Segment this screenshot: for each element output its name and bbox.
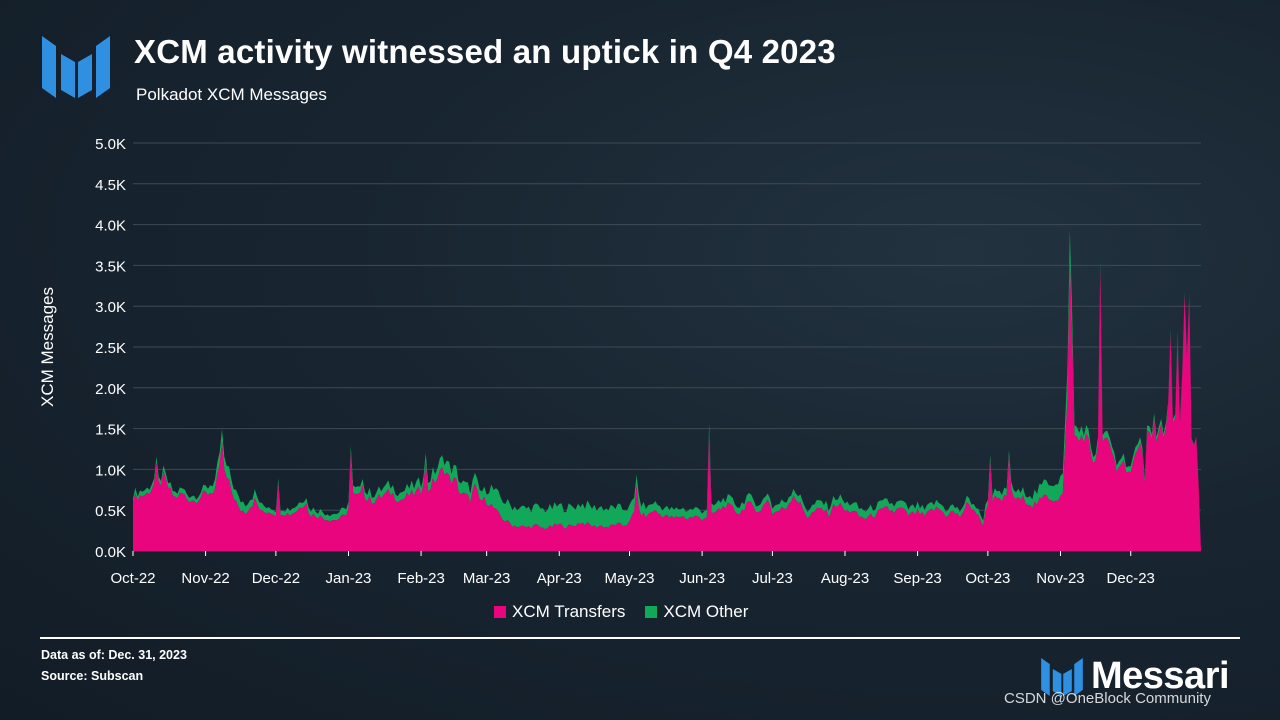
y-tick-label: 4.5K <box>95 177 126 194</box>
chart-title: XCM activity witnessed an uptick in Q4 2… <box>134 33 836 70</box>
x-tick-label: Sep-23 <box>893 570 941 587</box>
y-tick-label: 3.5K <box>95 258 126 275</box>
y-tick-label: 4.0K <box>95 218 126 235</box>
y-tick-label: 1.0K <box>95 462 126 479</box>
legend-item-transfers: XCM Transfers <box>494 602 625 622</box>
area-chart: 0.0K 0.5K 1.0K 1.5K 2.0K 2.5K 3.0K 3.5K 4.0K 4.5K… <box>38 136 1201 587</box>
data-as-of-note: Data as of: Dec. 31, 2023 <box>41 648 187 662</box>
messari-logo-icon <box>42 36 110 98</box>
messari-mark-icon <box>1041 657 1083 696</box>
legend-label-transfers: XCM Transfers <box>512 602 626 621</box>
y-tick-label: 1.5K <box>95 422 126 439</box>
x-tick-label: Dec-23 <box>1107 570 1155 587</box>
x-tick-label: Nov-22 <box>181 570 229 587</box>
y-tick-label: 2.5K <box>95 340 126 357</box>
x-tick-label: Oct-23 <box>965 570 1010 587</box>
legend-label-other: XCM Other <box>663 602 749 621</box>
x-tick-label: Aug-23 <box>821 570 869 587</box>
y-tick-label: 3.0K <box>95 299 126 316</box>
series-area-xcm-transfers <box>133 261 1201 551</box>
legend-swatch-other <box>645 606 658 618</box>
y-tick-label: 0.0K <box>95 544 126 561</box>
x-tick-label: Jan-23 <box>326 570 372 587</box>
legend-swatch-transfers <box>494 606 506 618</box>
legend-item-other: XCM Other <box>645 602 748 622</box>
messari-brand: Messari <box>1041 655 1230 698</box>
watermark: CSDN @OneBlock Community <box>1004 690 1211 707</box>
x-tick-label: Dec-22 <box>252 570 300 587</box>
y-tick-label: 0.5K <box>95 503 126 520</box>
y-tick-label: 5.0K <box>95 136 126 153</box>
x-tick-label: Nov-23 <box>1036 570 1084 587</box>
source-note: Source: Subscan <box>41 669 144 683</box>
footer-divider <box>40 637 1240 639</box>
x-tick-label: Jul-23 <box>752 570 793 587</box>
x-tick-label: Mar-23 <box>463 570 511 587</box>
chart-subtitle: Polkadot XCM Messages <box>136 85 327 104</box>
y-axis-title: XCM Messages <box>38 287 57 407</box>
x-tick-label: Apr-23 <box>537 570 582 587</box>
y-tick-label: 2.0K <box>95 381 126 398</box>
brand-name: Messari <box>1091 655 1230 697</box>
x-tick-label: Jun-23 <box>679 570 725 587</box>
x-tick-label: Oct-22 <box>110 570 155 587</box>
x-tick-label: May-23 <box>605 570 655 587</box>
x-tick-label: Feb-23 <box>397 570 445 587</box>
legend: XCM Transfers XCM Other <box>494 602 748 622</box>
